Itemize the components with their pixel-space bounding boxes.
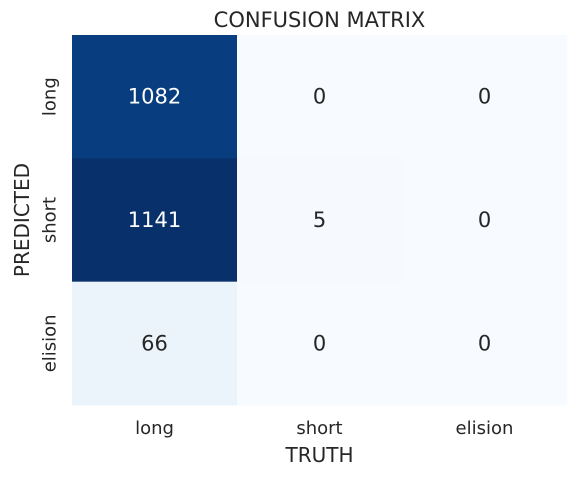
y-tick-label-2: elision: [40, 314, 61, 372]
chart-title: CONFUSION MATRIX: [214, 8, 426, 32]
heatmap-cell-label-r2-c0: 66: [141, 331, 168, 355]
y-tick-label-0: long: [40, 77, 61, 116]
heatmap-cell-label-r1-c2: 0: [478, 208, 491, 232]
heatmap-cell-label-r1-c0: 1141: [128, 208, 181, 232]
heatmap-cell-label-r2-c1: 0: [313, 331, 326, 355]
x-tick-label-1: short: [296, 418, 342, 439]
x-axis-label: TRUTH: [284, 443, 353, 467]
x-tick-label-2: elision: [456, 418, 514, 439]
x-axis-ticks: long short elision: [135, 418, 513, 439]
heatmap-cell-label-r0-c2: 0: [478, 85, 491, 109]
x-tick-label-0: long: [135, 418, 174, 439]
heatmap-cell-label-r0-c0: 1082: [128, 85, 181, 109]
heatmap-cell-label-r0-c1: 0: [313, 85, 326, 109]
y-axis-ticks: long short elision: [40, 77, 61, 372]
y-axis-label: PREDICTED: [10, 163, 34, 277]
y-tick-label-1: short: [40, 197, 61, 243]
heatmap-cell-label-r2-c2: 0: [478, 331, 491, 355]
heatmap-cell-label-r1-c1: 5: [313, 208, 326, 232]
